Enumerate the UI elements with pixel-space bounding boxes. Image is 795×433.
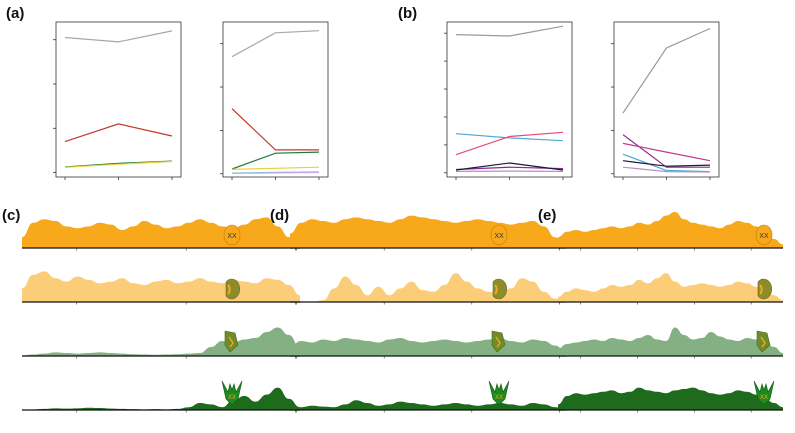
series-line-2: [231, 151, 320, 170]
coverage-tracks-e: [558, 212, 783, 413]
blastula-mark: XX: [759, 233, 769, 240]
blastula-body: [223, 224, 241, 246]
series-line-3: [64, 160, 173, 168]
coverage-area-track-1: [290, 273, 566, 302]
pluteus-larva-icon: XX: [221, 380, 243, 406]
panel-label-a: (a): [6, 5, 24, 22]
blastula-body: [755, 224, 773, 246]
coverage-area-track-2: [22, 327, 300, 356]
pluteus-mark: XX: [760, 395, 768, 401]
series-line-0: [455, 25, 564, 37]
panel-label-d: (d): [270, 207, 289, 224]
pluteus-body: [488, 380, 510, 406]
plot-frame: [613, 21, 720, 178]
gastrula-body: [225, 278, 241, 300]
pluteus-larva-icon: XX: [753, 380, 775, 406]
coverage-area-track-0: [290, 215, 566, 248]
series-line-3: [231, 166, 320, 170]
coverage-area-track-0: [558, 212, 783, 248]
blastula-body: [490, 224, 508, 246]
gastrula-body: [492, 278, 508, 300]
gastrula-inner: [227, 284, 231, 295]
coverage-area-track-0: [22, 217, 300, 248]
line-chart-b-transcriptome: [611, 21, 720, 180]
larva-embryo-icon: [224, 330, 239, 353]
coverage-area-track-1: [22, 271, 300, 302]
pluteus-larva-icon: XX: [488, 380, 510, 406]
coverage-area-track-3: [558, 387, 783, 410]
series-line-2: [622, 142, 711, 162]
larva-embryo-icon: [491, 330, 506, 353]
series-line-1: [622, 134, 710, 168]
pluteus-mark: XX: [228, 395, 236, 401]
blastula-embryo-icon: XX: [755, 224, 773, 246]
blastula-embryo-icon: XX: [223, 224, 241, 246]
coverage-area-track-3: [22, 387, 300, 410]
larva-gut: [760, 336, 766, 348]
pluteus-body: [753, 380, 775, 406]
series-line-1: [455, 133, 564, 142]
line-chart-a-transcriptome: [220, 21, 329, 180]
coverage-area-track-2: [558, 327, 783, 356]
pluteus-mark: XX: [495, 395, 503, 401]
blastula-mark: XX: [494, 233, 504, 240]
plot-frame: [446, 21, 573, 178]
coverage-area-track-2: [290, 338, 566, 356]
gastrula-embryo-icon: [225, 278, 241, 300]
series-line-0: [622, 27, 711, 114]
gastrula-inner: [759, 284, 763, 295]
line-chart-a-epigenome: [53, 21, 182, 180]
plot-frame: [55, 21, 182, 178]
series-line-5: [622, 166, 711, 173]
larva-embryo-icon: [756, 330, 771, 353]
series-line-4: [455, 162, 564, 171]
blastula-embryo-icon: XX: [490, 224, 508, 246]
series-line-4: [622, 160, 711, 167]
coverage-tracks-d: [290, 215, 566, 413]
panel-label-c: (c): [2, 207, 20, 224]
gastrula-embryo-icon: [492, 278, 508, 300]
line-chart-b-epigenome: [444, 21, 573, 180]
series-line-0: [231, 30, 320, 58]
series-line-2: [455, 131, 564, 156]
panel-label-b: (b): [398, 5, 417, 22]
panel-label-e: (e): [538, 207, 556, 224]
series-line-5: [231, 171, 320, 174]
series-line-3: [622, 153, 711, 173]
gastrula-embryo-icon: [757, 278, 773, 300]
series-line-0: [64, 30, 173, 43]
series-line-1: [231, 108, 319, 151]
coverage-area-track-3: [290, 400, 566, 410]
larva-gut: [228, 336, 234, 348]
gastrula-inner: [494, 284, 498, 295]
larva-gut: [495, 336, 501, 348]
stage-icons: XX XX XX XX XX XX: [221, 224, 775, 406]
series-line-1: [64, 123, 173, 143]
coverage-tracks-c: [22, 217, 300, 413]
gastrula-body: [757, 278, 773, 300]
coverage-area-track-1: [558, 273, 783, 302]
pluteus-body: [221, 380, 243, 406]
blastula-mark: XX: [227, 233, 237, 240]
